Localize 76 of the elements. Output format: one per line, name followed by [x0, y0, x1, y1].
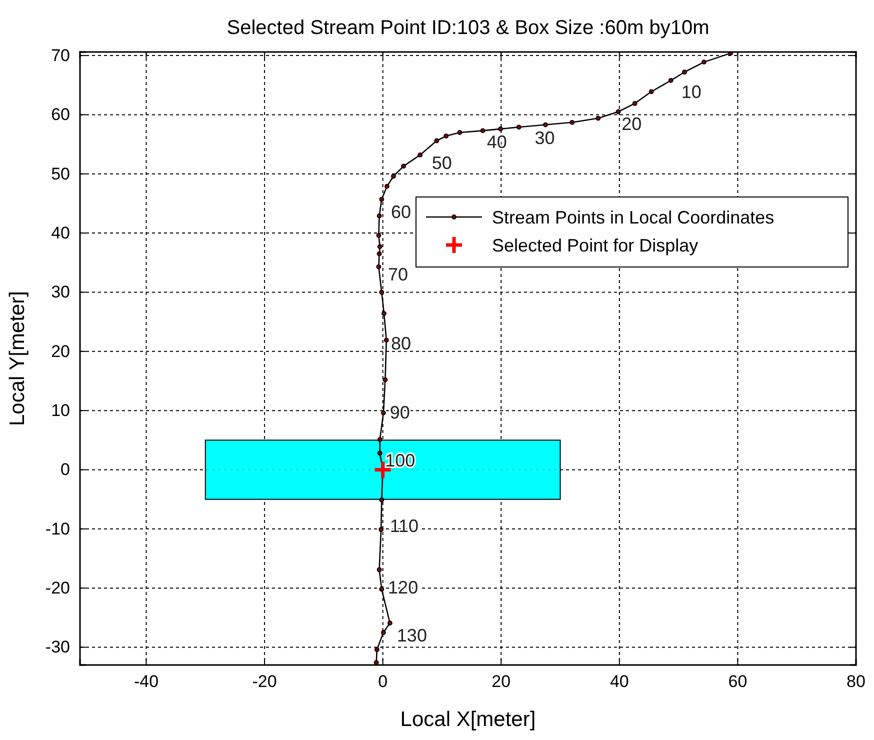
point — [632, 101, 638, 106]
annotation: 70 — [388, 264, 408, 285]
point — [379, 497, 384, 502]
point — [616, 109, 621, 114]
point — [376, 264, 382, 270]
point — [380, 410, 386, 416]
y-tick-label: 10 — [51, 401, 70, 420]
y-tick-label: -30 — [45, 638, 70, 657]
x-tick-label: 0 — [378, 672, 388, 692]
point — [376, 232, 382, 238]
point — [401, 164, 406, 169]
y-tick-label: 50 — [51, 164, 70, 184]
point — [444, 134, 449, 138]
point — [418, 152, 423, 158]
y-tick-label: 20 — [51, 342, 70, 361]
annotation: 40 — [486, 132, 507, 152]
y-tick-label: 70 — [51, 46, 70, 65]
point — [379, 586, 384, 592]
point — [374, 647, 380, 652]
y-tick-label: -10 — [45, 519, 70, 538]
annotation: 120 — [388, 578, 418, 598]
point — [382, 377, 388, 382]
x-tick-label: -20 — [252, 672, 277, 692]
point — [702, 60, 706, 65]
point — [384, 184, 390, 189]
annotation: 80 — [391, 333, 412, 354]
annotation: 110 — [390, 516, 419, 536]
point — [543, 122, 548, 128]
x-tick-label: 20 — [492, 672, 511, 692]
chart-title: Selected Stream Point ID:103 & Box Size :60m by10m — [226, 17, 710, 39]
point — [596, 116, 601, 121]
point — [668, 78, 674, 83]
legend-label: Stream Points in Local Coordinates — [492, 207, 774, 228]
y-axis-title: Local Y[meter] — [6, 290, 29, 426]
point — [377, 450, 382, 456]
point — [379, 196, 384, 202]
point — [434, 138, 440, 144]
point — [516, 124, 522, 130]
point — [376, 567, 382, 572]
annotation: 90 — [390, 402, 410, 423]
x-tick-label: 80 — [846, 672, 866, 692]
annotation: 50 — [432, 152, 452, 173]
point — [377, 244, 382, 250]
point — [376, 213, 382, 218]
annotation: 20 — [622, 114, 642, 134]
x-axis-title: Local X[meter] — [400, 708, 536, 731]
point — [374, 660, 379, 665]
point — [380, 630, 386, 635]
point — [384, 338, 389, 343]
annotation: 130 — [396, 626, 427, 646]
point — [391, 174, 396, 179]
annotation: 30 — [534, 128, 555, 148]
legend-label: Selected Point for Display — [492, 235, 698, 256]
y-tick-label: 0 — [60, 460, 70, 480]
y-tick-label: 40 — [51, 224, 70, 242]
annotation: 60 — [391, 202, 412, 222]
annotation: 100 — [385, 450, 416, 471]
point — [648, 89, 654, 94]
point — [376, 251, 382, 256]
y-tick-label: 60 — [51, 105, 70, 124]
x-tick-label: 60 — [728, 672, 748, 692]
point — [379, 290, 384, 295]
point — [570, 120, 575, 125]
annotation: 10 — [681, 82, 702, 102]
point — [387, 620, 392, 626]
y-tick-label: -20 — [45, 578, 70, 598]
y-tick-label: 30 — [51, 282, 70, 302]
point — [378, 527, 384, 532]
x-tick-label: 40 — [610, 672, 629, 692]
point — [682, 70, 687, 75]
point — [377, 437, 382, 442]
point — [382, 311, 386, 316]
point — [498, 126, 503, 132]
x-tick-label: -40 — [134, 672, 159, 692]
point — [457, 130, 462, 135]
point — [480, 128, 486, 134]
